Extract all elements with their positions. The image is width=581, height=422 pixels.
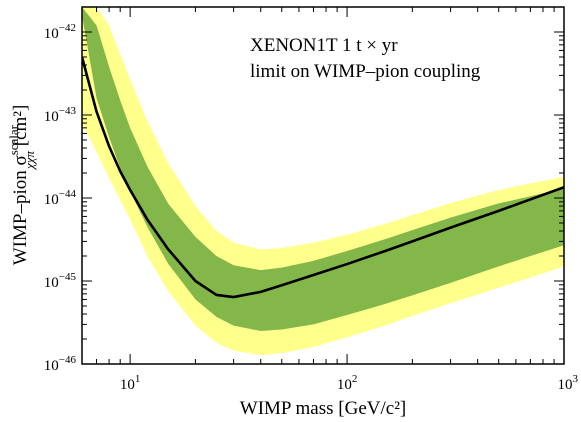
- x-tick-label-exponent: 2: [352, 373, 358, 385]
- lines-layer: [82, 56, 564, 299]
- y-axis-title-subscript: χχπ: [22, 151, 37, 171]
- y-tick-label-base: 10: [44, 192, 59, 208]
- x-tick-label-base: 10: [120, 377, 135, 393]
- x-tick-label-base: 10: [337, 377, 352, 393]
- x-tick-label-base: 10: [558, 377, 573, 393]
- y-tick-label: 10−46: [44, 354, 77, 374]
- y-tick-label: 10−45: [44, 271, 77, 291]
- y-tick-label-exponent: −43: [59, 105, 77, 117]
- y-tick-label-exponent: −42: [59, 22, 76, 34]
- plot-frame: [81, 6, 565, 365]
- y-tick-label-base: 10: [44, 26, 59, 42]
- x-tick-label: 102: [337, 373, 358, 393]
- x-axis-title: WIMP mass [GeV/c²]: [240, 398, 406, 419]
- annotation-line-2: limit on WIMP–pion coupling: [250, 61, 481, 82]
- y-tick-label-exponent: −44: [59, 188, 77, 200]
- x-tick-label: 101: [120, 373, 141, 393]
- y-tick-label-base: 10: [44, 275, 59, 291]
- limit-line: [82, 56, 564, 299]
- band-1sigma: [82, 7, 564, 331]
- y-tick-label-base: 10: [44, 109, 59, 125]
- y-tick-label: 10−44: [44, 188, 77, 208]
- y-axis-title-prefix: WIMP–pion σ: [10, 155, 31, 265]
- bands-layer: [82, 7, 564, 356]
- y-axis-title: WIMP–pion σscalarχχπ [cm²]: [6, 105, 37, 266]
- y-tick-label: 10−43: [44, 105, 77, 125]
- y-tick-label-base: 10: [44, 358, 59, 374]
- x-tick-label-exponent: 3: [573, 373, 579, 385]
- y-axis-title-unit: [cm²]: [10, 105, 31, 151]
- y-axis-title-superscript: scalar: [6, 124, 21, 155]
- y-tick-label: 10−42: [44, 22, 76, 42]
- x-tick-label: 103: [558, 373, 579, 393]
- y-tick-label-exponent: −46: [59, 354, 77, 366]
- y-tick-label-exponent: −45: [59, 271, 77, 283]
- annotation-line-1: XENON1T 1 t × yr: [250, 35, 398, 56]
- x-tick-label-exponent: 1: [135, 373, 141, 385]
